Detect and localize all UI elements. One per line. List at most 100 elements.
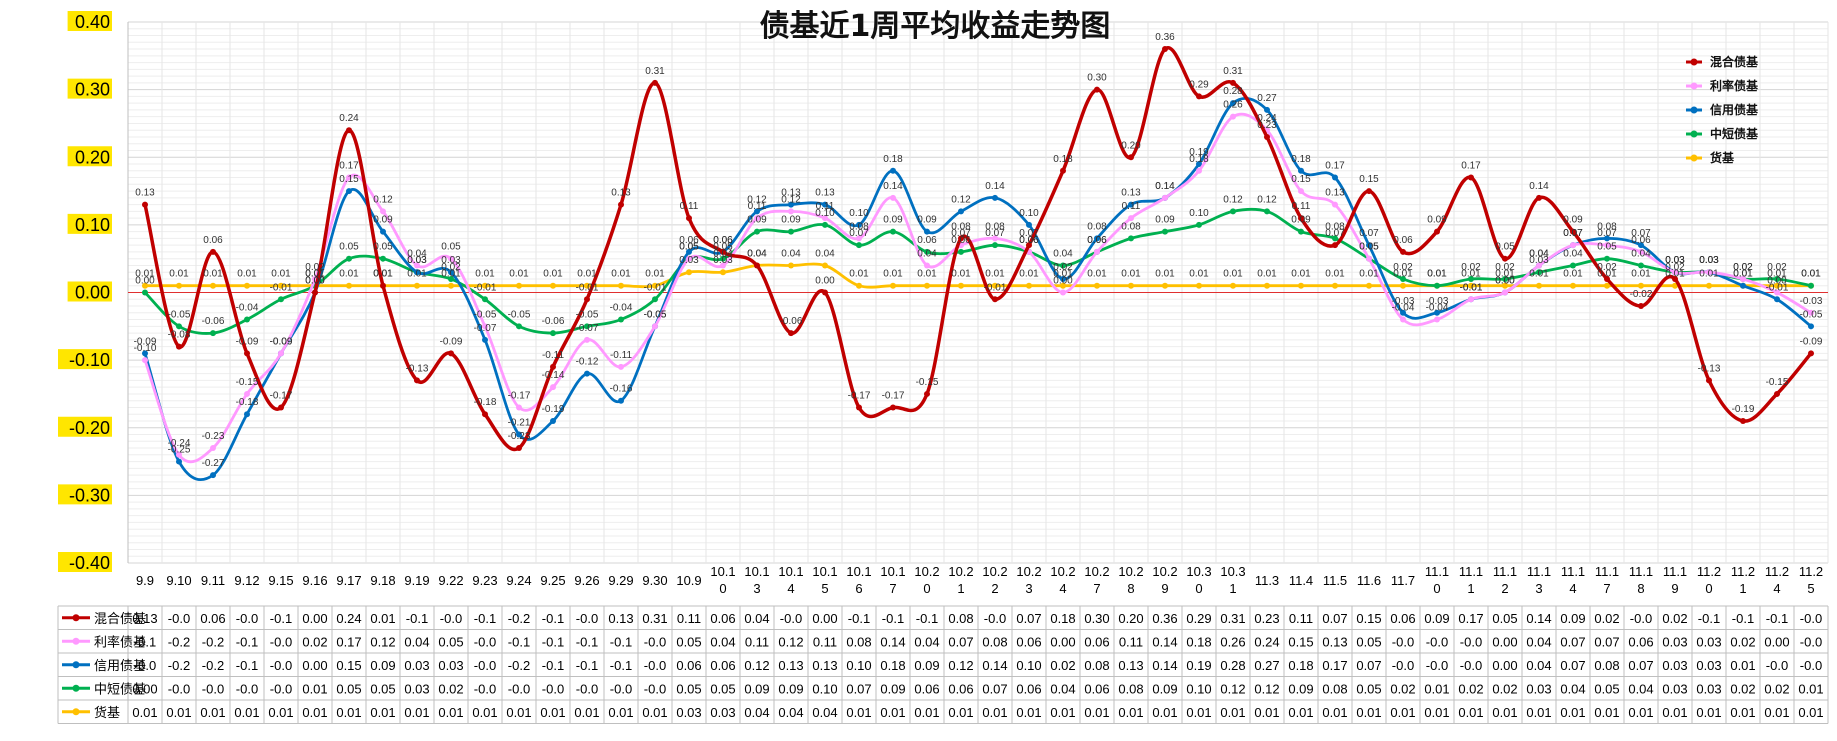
x-tick-label: 0 bbox=[719, 581, 726, 596]
data-label: -0.01 bbox=[1460, 282, 1483, 293]
data-label: 0.18 bbox=[1189, 154, 1209, 165]
table-cell: 0.01 bbox=[608, 705, 633, 720]
data-label: 0.09 bbox=[747, 215, 767, 226]
data-label: 0.00 bbox=[135, 276, 155, 287]
data-point bbox=[958, 208, 964, 215]
data-label: 0.09 bbox=[883, 215, 903, 226]
table-cell: -0.0 bbox=[440, 611, 462, 626]
data-label: 0.01 bbox=[1733, 269, 1753, 280]
table-cell: 0.11 bbox=[1289, 611, 1313, 626]
data-point bbox=[924, 262, 930, 269]
data-point bbox=[1740, 282, 1746, 289]
table-cell: 0.01 bbox=[1730, 658, 1755, 673]
data-label: 0.08 bbox=[1121, 221, 1141, 232]
x-tick-label: 6 bbox=[855, 581, 862, 596]
data-label: 0.06 bbox=[917, 235, 937, 246]
table-cell: -0.1 bbox=[1732, 611, 1754, 626]
data-point bbox=[380, 282, 386, 289]
data-point bbox=[1808, 350, 1814, 357]
data-point bbox=[1672, 275, 1678, 282]
data-point bbox=[482, 411, 488, 418]
data-point bbox=[1570, 262, 1576, 269]
table-cell: 0.01 bbox=[1560, 705, 1585, 720]
data-point bbox=[1570, 242, 1576, 249]
data-point bbox=[1094, 282, 1100, 289]
x-tick-label: 9.22 bbox=[438, 573, 463, 588]
data-point bbox=[1366, 242, 1372, 249]
data-point bbox=[686, 269, 692, 276]
data-label: 0.06 bbox=[951, 235, 971, 246]
data-point bbox=[1774, 289, 1780, 296]
table-cell: 0.04 bbox=[778, 705, 803, 720]
data-label: -0.05 bbox=[644, 309, 667, 320]
table-series-name: 中短债基 bbox=[94, 681, 146, 696]
y-tick-highlight bbox=[67, 78, 112, 99]
table-cell: 0.01 bbox=[540, 705, 565, 720]
table-cell: 0.30 bbox=[1084, 611, 1109, 626]
data-label: -0.10 bbox=[134, 343, 157, 354]
data-point bbox=[1604, 235, 1610, 242]
data-label: 0.01 bbox=[135, 269, 155, 280]
data-label: 0.02 bbox=[305, 262, 325, 273]
x-tick-label: 10.3 bbox=[1220, 564, 1245, 579]
data-label: 0.11 bbox=[816, 201, 835, 212]
table-cell: 0.24 bbox=[1254, 634, 1279, 649]
table-cell: 0.11 bbox=[1119, 634, 1143, 649]
data-point bbox=[278, 350, 284, 357]
data-point bbox=[924, 228, 930, 235]
data-point bbox=[176, 343, 182, 350]
data-label: 0.14 bbox=[1155, 181, 1175, 192]
data-label: 0.01 bbox=[917, 269, 937, 280]
x-tick-label: 11.2 bbox=[1697, 564, 1721, 579]
data-label: 0.12 bbox=[781, 194, 801, 205]
data-point bbox=[788, 330, 794, 337]
table-cell: 0.01 bbox=[1798, 705, 1823, 720]
data-point bbox=[1060, 275, 1066, 282]
data-label: 0.04 bbox=[713, 248, 733, 259]
data-label: 0.01 bbox=[645, 269, 665, 280]
x-tick-label: 10.2 bbox=[1084, 564, 1109, 579]
table-cell: 0.01 bbox=[642, 705, 667, 720]
table-cell: 0.00 bbox=[302, 611, 327, 626]
data-label: 0.18 bbox=[1053, 154, 1073, 165]
data-point bbox=[516, 445, 522, 452]
x-tick-label: 10.3 bbox=[1186, 564, 1211, 579]
data-label: 0.07 bbox=[1019, 228, 1039, 239]
table-cell: -0.2 bbox=[508, 611, 530, 626]
x-tick-label: 11.6 bbox=[1357, 573, 1381, 588]
chart-title: 债基近1周平均收益走势图 bbox=[760, 9, 1111, 44]
table-cell: 0.01 bbox=[1390, 705, 1415, 720]
table-cell: 0.17 bbox=[1322, 658, 1347, 673]
table-cell: 0.01 bbox=[1050, 705, 1075, 720]
data-label: 0.03 bbox=[713, 255, 733, 266]
table-cell: 0.03 bbox=[710, 705, 735, 720]
data-label: -0.18 bbox=[474, 397, 497, 408]
table-cell: 0.31 bbox=[1220, 611, 1245, 626]
legend-item-label: 利率债基 bbox=[1710, 78, 1759, 93]
data-label: 0.01 bbox=[1223, 269, 1243, 280]
x-tick-label: 0 bbox=[1195, 581, 1202, 596]
data-label: -0.09 bbox=[134, 336, 157, 347]
x-tick-label: 5 bbox=[1807, 581, 1814, 596]
data-label: 0.31 bbox=[645, 66, 665, 77]
data-label: 0.10 bbox=[1189, 208, 1209, 219]
data-label: 0.03 bbox=[1699, 255, 1719, 266]
x-tick-label: 8 bbox=[1127, 581, 1134, 596]
table-cell: 0.08 bbox=[1084, 658, 1109, 673]
data-label: 0.14 bbox=[1529, 181, 1549, 192]
data-label: 0.01 bbox=[1801, 269, 1821, 280]
x-tick-label: 0 bbox=[1433, 581, 1440, 596]
data-label: -0.16 bbox=[610, 384, 633, 395]
data-label: 0.00 bbox=[1767, 276, 1787, 287]
table-cell: 0.11 bbox=[745, 634, 769, 649]
data-label: -0.15 bbox=[236, 377, 259, 388]
data-point bbox=[856, 235, 862, 242]
data-label: -0.21 bbox=[508, 418, 531, 429]
data-point bbox=[380, 208, 386, 215]
x-tick-label: 10.2 bbox=[948, 564, 973, 579]
data-label: -0.17 bbox=[882, 390, 905, 401]
table-series-name: 信用债基 bbox=[94, 658, 146, 673]
table-cell: 0.36 bbox=[1152, 611, 1177, 626]
table-cell: 0.01 bbox=[132, 705, 157, 720]
data-point bbox=[346, 282, 352, 289]
